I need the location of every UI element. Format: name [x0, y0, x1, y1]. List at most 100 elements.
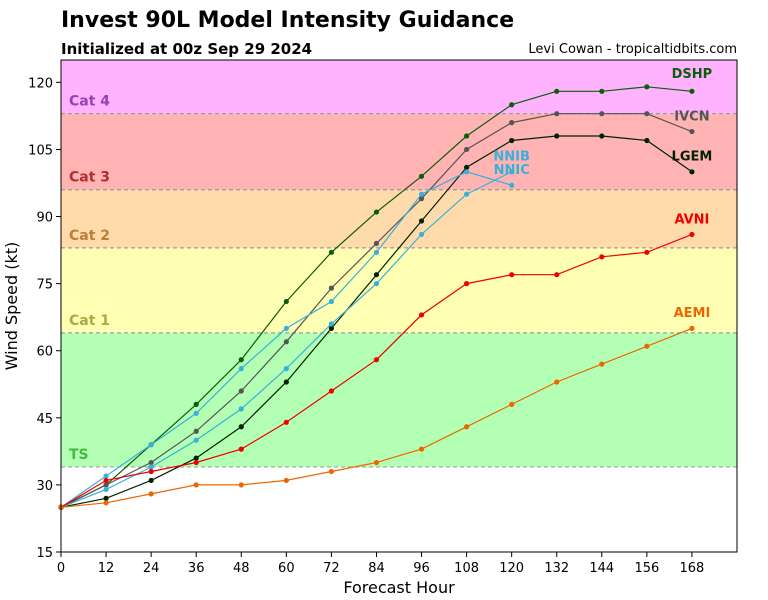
point-nnib: [238, 406, 244, 412]
point-ivcn: [148, 459, 154, 466]
band-cat-2: [61, 189, 737, 248]
point-aemi: [238, 482, 244, 488]
plot-frame: [60, 59, 738, 553]
series-label-ivcn: IVCN: [674, 109, 709, 124]
chart-subtitle: Initialized at 00z Sep 29 2024: [61, 40, 313, 58]
point-lgem: [148, 477, 154, 484]
point-nnic: [418, 191, 425, 197]
point-aemi: [509, 401, 515, 407]
series-label-aemi: AEMI: [674, 306, 711, 321]
point-aemi: [283, 477, 289, 484]
point-aemi: [554, 379, 560, 385]
point-aemi: [193, 482, 199, 488]
point-nnic: [193, 410, 199, 416]
point-ivcn: [464, 146, 470, 153]
x-axis-ticks: 0 12 24 36 48 60 72 84 96 108 120 132 144 156 168: [57, 552, 704, 576]
point-aemi: [599, 361, 605, 367]
series-label-dshp: DSHP: [672, 67, 713, 82]
y-tick-label: 15: [36, 546, 53, 561]
series-label-lgem: LGEM: [672, 150, 713, 165]
band-cat-3: [61, 113, 737, 190]
point-nnib: [283, 366, 289, 372]
band-cat-4: [61, 60, 737, 114]
y-tick-label: 75: [36, 278, 53, 293]
point-dshp: [464, 133, 470, 139]
point-ivcn: [328, 285, 334, 291]
point-lgem: [418, 218, 425, 224]
point-nnib: [373, 281, 380, 287]
intensity-bands: [61, 60, 737, 468]
point-avni: [464, 281, 470, 287]
point-nnic: [328, 298, 334, 305]
chart-credit: Levi Cowan - tropicaltidbits.com: [528, 42, 737, 57]
point-nnic: [103, 473, 109, 479]
y-tick-label: 45: [36, 412, 53, 427]
point-avni: [373, 357, 380, 363]
point-nnib: [418, 231, 425, 238]
point-aemi: [689, 325, 695, 331]
point-ivcn: [373, 240, 380, 246]
point-aemi: [373, 459, 380, 466]
series-label-nnic: NNIC: [494, 163, 530, 178]
point-avni: [328, 388, 334, 394]
point-lgem: [238, 424, 244, 430]
point-dshp: [644, 84, 650, 90]
point-avni: [418, 312, 425, 318]
point-aemi: [418, 446, 425, 452]
series-points: [58, 84, 695, 510]
x-axis-label: Forecast Hour: [343, 578, 455, 597]
y-tick-label: 30: [36, 479, 53, 494]
point-ivcn: [103, 482, 109, 488]
point-nnib: [103, 486, 109, 492]
point-lgem: [464, 164, 470, 170]
y-tick-label: 90: [36, 211, 53, 226]
x-tick-label: 12: [98, 561, 115, 576]
y-tick-label: 105: [28, 143, 53, 158]
x-tick-label: 108: [454, 561, 479, 576]
point-avni: [193, 459, 199, 466]
point-aemi: [464, 424, 470, 430]
point-ivcn: [509, 120, 515, 126]
point-ivcn: [599, 111, 605, 117]
point-aemi: [148, 491, 154, 497]
band-label-cat-4: Cat 4: [69, 94, 110, 110]
point-lgem: [283, 379, 289, 385]
y-axis-label: Wind Speed (kt): [2, 242, 21, 371]
x-tick-label: 168: [680, 561, 705, 576]
point-lgem: [644, 137, 650, 144]
x-tick-label: 24: [143, 561, 160, 576]
point-ivcn: [418, 196, 425, 202]
point-ivcn: [644, 111, 650, 117]
point-dshp: [283, 298, 289, 305]
band-label-cat-2: Cat 2: [69, 228, 110, 244]
x-tick-label: 96: [413, 561, 430, 576]
point-dshp: [193, 401, 199, 407]
point-dshp: [554, 88, 560, 94]
point-avni: [644, 249, 650, 255]
chart-title: Invest 90L Model Intensity Guidance: [61, 8, 515, 33]
point-lgem: [193, 455, 199, 461]
point-lgem: [373, 272, 380, 278]
point-lgem: [328, 325, 334, 331]
point-lgem: [599, 133, 605, 139]
x-tick-label: 156: [634, 561, 659, 576]
point-aemi: [328, 468, 334, 475]
point-ivcn: [554, 111, 560, 117]
point-dshp: [599, 88, 605, 94]
point-avni: [599, 254, 605, 260]
point-ivcn: [193, 428, 199, 434]
point-dshp: [373, 209, 380, 215]
point-avni: [103, 477, 109, 484]
point-dshp: [689, 88, 695, 94]
point-nnic: [464, 169, 470, 175]
x-tick-label: 144: [589, 561, 614, 576]
point-nnic: [509, 182, 515, 188]
x-tick-label: 132: [544, 561, 569, 576]
point-avni: [148, 468, 154, 475]
point-nnic: [283, 325, 289, 331]
point-nnic: [373, 249, 380, 255]
point-avni: [238, 446, 244, 452]
point-nnib: [464, 191, 470, 197]
band-label-cat-3: Cat 3: [69, 170, 110, 186]
point-nnib: [328, 321, 334, 327]
